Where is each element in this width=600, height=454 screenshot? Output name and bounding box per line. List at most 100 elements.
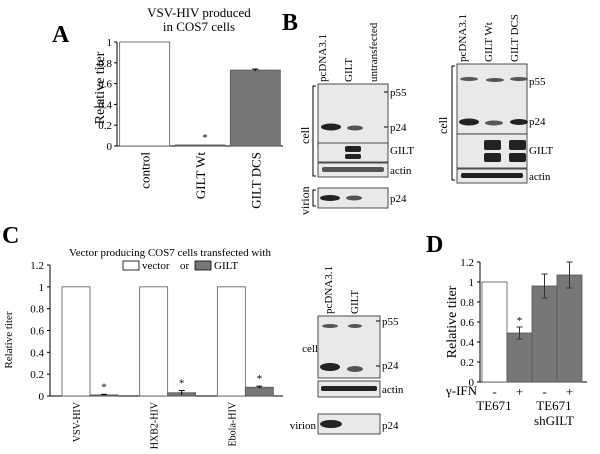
a-category-label: control — [138, 152, 153, 189]
panel-c: C Vector producing COS7 cells transfecte… — [2, 223, 404, 449]
legend-label-or: or — [180, 260, 190, 272]
b-right-band-gilt-1 — [484, 140, 501, 150]
b-virion-bracket — [312, 189, 316, 207]
c-band-p24-2 — [347, 366, 363, 372]
b-right-lane-1: pcDNA3.1 — [457, 14, 469, 62]
b-left-cell-bracket — [312, 85, 316, 177]
c-bar — [61, 286, 91, 397]
c-blot-lane-1: pcDNA3.1 — [323, 266, 335, 314]
a-bar — [119, 41, 171, 147]
c-ytick-label: 0.4 — [30, 347, 44, 359]
panel-a-letter: A — [52, 22, 70, 48]
panel-c-title: Vector producing COS7 cells transfected … — [69, 247, 271, 259]
d-treatment-label: γ-IFN — [445, 383, 478, 398]
c-virion-p24-label: p24 — [382, 420, 399, 432]
c-blot-lane-2: GILT — [349, 290, 361, 314]
b-left-band-actin — [322, 167, 384, 172]
panel-c-letter: C — [2, 223, 19, 249]
d-group-2-sub: shGILT — [534, 413, 574, 428]
d-ytick-label: 0.4 — [460, 337, 474, 349]
b-right-p55-label: p55 — [529, 76, 546, 88]
c-bar — [244, 386, 274, 397]
d-group-2: TE671 — [536, 398, 571, 413]
panel-a-ylabel: Relative titer — [93, 51, 108, 124]
c-cell-label: cell — [302, 343, 318, 355]
d-group-1: TE671 — [476, 398, 511, 413]
c-actin-label: actin — [382, 384, 404, 396]
c-ytick-label: 0.2 — [30, 369, 44, 381]
d-bar — [531, 285, 558, 383]
b-right-gilt-label: GILT — [529, 145, 553, 157]
c-bar — [216, 286, 246, 397]
b-left-band-virion-2 — [346, 195, 362, 201]
panel-d-ylabel: Relative titer — [445, 285, 460, 358]
b-right-band-gilt-3 — [484, 153, 501, 162]
b-right-band-gilt-2 — [509, 140, 526, 150]
d-treatment-sign: - — [542, 384, 546, 399]
b-right-band-p24-2 — [485, 120, 503, 126]
panel-d-chart: 0 0.2 0.4 0.6 0.8 1 1.2 - * + - + — [460, 257, 587, 399]
b-left-band-virion-1 — [320, 195, 340, 201]
c-virion-label: virion — [290, 420, 317, 432]
b-left-blot-cell — [317, 83, 389, 148]
b-left-lane-2: GILT — [343, 58, 355, 82]
c-category-label: VSV-HIV — [72, 401, 83, 442]
c-ytick-label: 1.2 — [30, 260, 44, 272]
b-right-cell-label: cell — [436, 116, 450, 134]
legend-label-gilt: GILT — [214, 260, 238, 272]
b-left-band-p24-1 — [321, 123, 341, 131]
panel-d: D Relative titer 00.20.40.60.811.2-*+ - + … — [426, 232, 587, 428]
b-left-band-gilt-1 — [345, 146, 361, 152]
b-right-band-actin — [461, 173, 523, 178]
c-significance-star: * — [257, 373, 263, 385]
c-significance-star: * — [179, 378, 185, 390]
a-bar — [174, 144, 226, 147]
b-right-lane-3: GILT DCS — [509, 14, 521, 62]
c-significance-star: * — [101, 381, 107, 393]
b-right-band-p24-1 — [459, 118, 479, 126]
b-left-lane-3: untransfected — [368, 22, 380, 82]
legend-label-vector: vector — [142, 260, 170, 272]
b-right-band-gilt-4 — [509, 153, 526, 162]
d-bar — [506, 332, 533, 383]
b-right-lane-2: GILT Wt — [483, 22, 495, 62]
panel-c-chart: 0 0.2 0.4 0.6 0.8 1 1.2 * VSV-HIV * HXB2-HIV * Ebola… — [30, 260, 283, 449]
a-ytick-label: 1 — [107, 37, 113, 49]
a-category-label: GILT Wt — [193, 152, 208, 199]
b-right-band-p55-3 — [510, 77, 528, 81]
c-bar — [139, 286, 169, 397]
d-ytick-label: 0.8 — [460, 297, 474, 309]
a-ytick-label: 0.4 — [98, 99, 112, 111]
b-right-band-p55-1 — [460, 77, 478, 81]
b-right-blot-gilt — [456, 133, 528, 169]
c-band-p55-2 — [348, 324, 362, 328]
d-ytick-label: 0.6 — [460, 317, 474, 329]
b-right-actin-label: actin — [529, 171, 551, 183]
b-left-gilt-label: GILT — [390, 145, 414, 157]
d-bar — [556, 274, 583, 383]
d-bar — [481, 281, 508, 383]
b-left-lane-1: pcDNA3.1 — [317, 34, 329, 82]
c-p55-label: p55 — [382, 316, 399, 328]
d-ytick-label: 0 — [469, 377, 475, 389]
panel-a-chart: 0 0.2 0.4 0.6 0.8 1 control * GILT Wt GILT DCS — [98, 37, 283, 209]
c-ytick-label: 1 — [39, 282, 45, 294]
b-left-band-p24-2 — [347, 125, 363, 131]
c-category-label: Ebola-HIV — [227, 401, 238, 446]
b-right-band-p55-2 — [486, 78, 504, 82]
legend-swatch-gilt — [194, 260, 212, 271]
panel-a-title-line1: VSV-HIV produced — [147, 5, 251, 20]
c-blot-virion — [317, 413, 381, 435]
c-ytick-label: 0.8 — [30, 304, 44, 316]
b-left-actin-label: actin — [390, 165, 412, 177]
d-treatment-sign: + — [516, 384, 523, 399]
a-category-label: GILT DCS — [248, 152, 263, 209]
c-ytick-label: 0 — [39, 391, 45, 403]
d-ytick-label: 0.2 — [460, 357, 474, 369]
b-right-p24-label: p24 — [529, 116, 546, 128]
panel-a-title-line2: in COS7 cells — [163, 19, 235, 34]
b-right-band-p24-3 — [510, 119, 528, 125]
b-virion-label: virion — [298, 186, 312, 215]
panel-b-letter: B — [282, 10, 298, 36]
